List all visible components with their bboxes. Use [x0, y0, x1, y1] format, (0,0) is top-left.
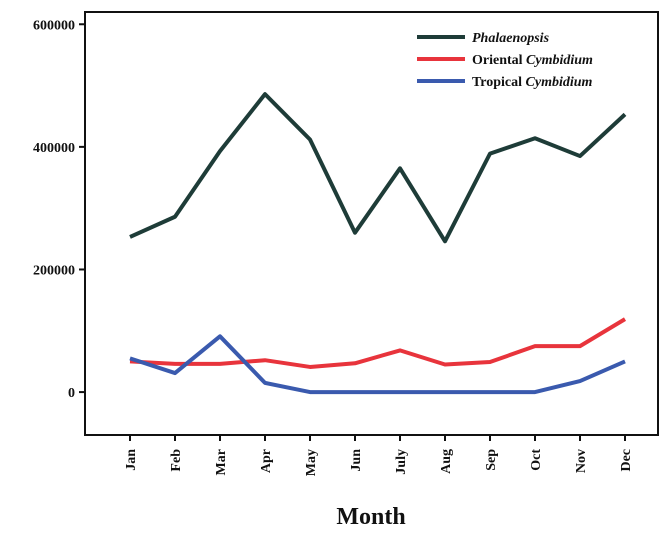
x-tick-label: Apr	[259, 449, 274, 473]
x-axis-label: Month	[336, 504, 405, 530]
y-tick-label: 0	[68, 386, 75, 401]
legend-label: Tropical Cymbidium	[472, 75, 593, 90]
plot-frame	[84, 11, 659, 436]
y-tick-label: 400000	[33, 141, 75, 156]
series-line	[129, 317, 627, 369]
x-tick-label: Oct	[529, 449, 544, 471]
x-tick-label: Aug	[439, 449, 454, 474]
x-tick-label: Mar	[214, 449, 229, 475]
x-tick-label: Sep	[484, 449, 499, 471]
series-line	[129, 334, 626, 395]
x-tick-label: May	[304, 449, 319, 476]
x-tick-label: Dec	[619, 449, 634, 472]
x-tick-label: Feb	[169, 449, 184, 472]
series-line	[129, 92, 627, 244]
x-tick-label: Jan	[124, 449, 139, 471]
x-tick-label: Nov	[574, 449, 589, 473]
x-tick-label: Jun	[349, 449, 364, 472]
legend-label: Phalaenopsis	[472, 31, 550, 46]
y-tick-label: 200000	[33, 263, 75, 278]
legend-label: Oriental Cymbidium	[472, 53, 593, 68]
y-tick-label: 600000	[33, 18, 75, 33]
x-tick-label: July	[394, 449, 409, 475]
